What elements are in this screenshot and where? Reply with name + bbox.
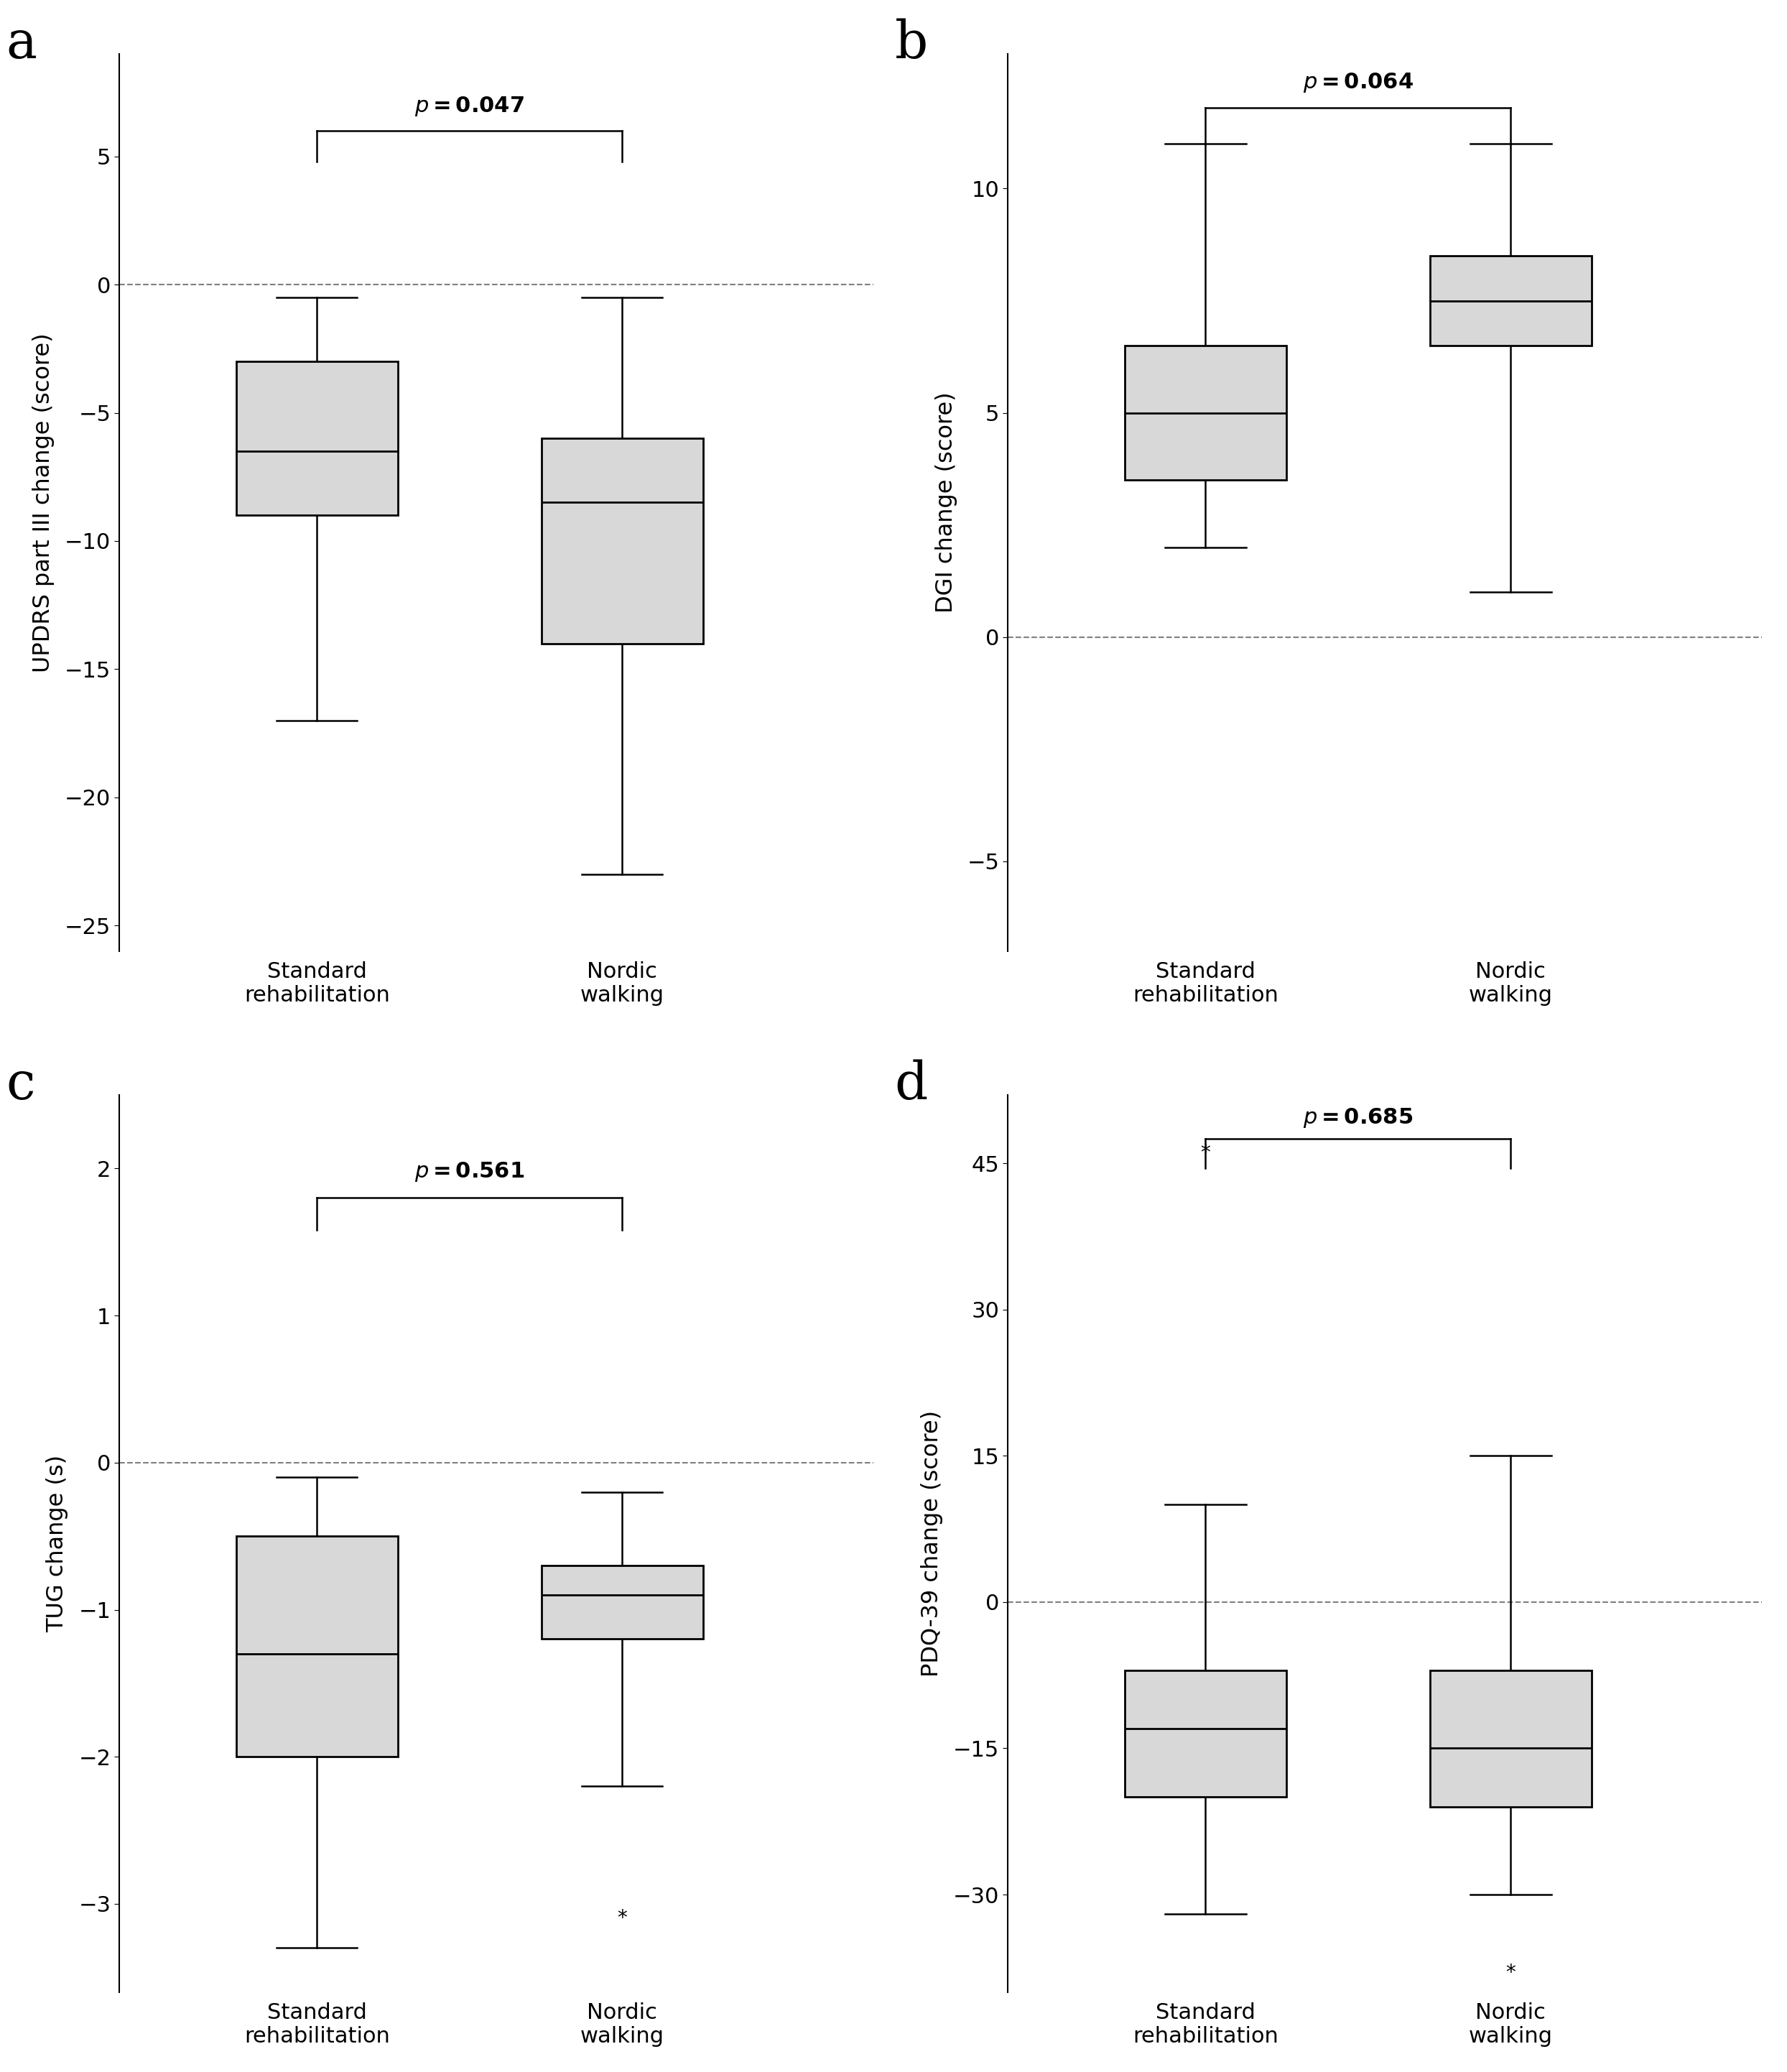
- Text: *: *: [1201, 1144, 1210, 1164]
- Text: $\mathit{p}$$\mathbf{=0.047}$: $\mathit{p}$$\mathbf{=0.047}$: [415, 95, 524, 118]
- Bar: [236, 1535, 399, 1757]
- Bar: [1430, 255, 1592, 346]
- Text: c: c: [5, 1059, 36, 1111]
- Text: $\mathit{p}$$\mathbf{=0.561}$: $\mathit{p}$$\mathbf{=0.561}$: [415, 1160, 525, 1183]
- Text: d: d: [895, 1059, 927, 1111]
- Bar: [1124, 346, 1287, 481]
- Text: $\mathit{p}$$\mathbf{=0.064}$: $\mathit{p}$$\mathbf{=0.064}$: [1303, 70, 1414, 95]
- Text: $\mathit{p}$$\mathbf{=0.685}$: $\mathit{p}$$\mathbf{=0.685}$: [1303, 1106, 1414, 1129]
- Y-axis label: PDQ-39 change (score): PDQ-39 change (score): [920, 1411, 944, 1676]
- Bar: [1430, 1670, 1592, 1807]
- Text: b: b: [895, 19, 927, 68]
- Text: a: a: [5, 19, 38, 68]
- Bar: [541, 1566, 702, 1639]
- Bar: [541, 439, 702, 644]
- Text: *: *: [1506, 1962, 1515, 1983]
- Y-axis label: DGI change (score): DGI change (score): [935, 392, 958, 613]
- Y-axis label: UPDRS part III change (score): UPDRS part III change (score): [32, 334, 55, 671]
- Bar: [1124, 1670, 1287, 1796]
- Text: *: *: [617, 1908, 627, 1929]
- Y-axis label: TUG change (s): TUG change (s): [46, 1455, 68, 1633]
- Bar: [236, 361, 399, 516]
